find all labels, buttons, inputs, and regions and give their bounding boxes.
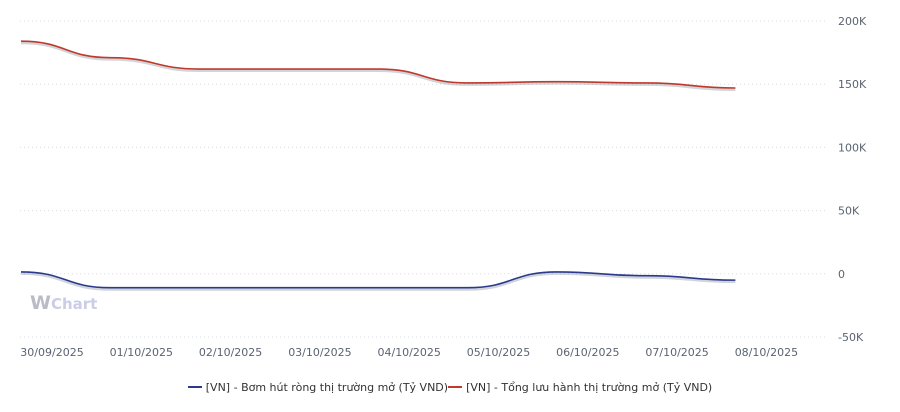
legend-swatch-bom-hut-rong <box>187 386 202 388</box>
series-lines <box>20 40 736 291</box>
y-tick-label: -50K <box>838 331 864 344</box>
x-tick-label: 30/09/2025 <box>20 346 83 359</box>
y-axis-ticks: 200K 150K 100K 50K 0 -50K <box>838 15 867 344</box>
watermark-text: Chart <box>50 295 98 313</box>
x-axis-ticks: 30/09/2025 01/10/2025 02/10/2025 03/10/2025… <box>20 346 798 359</box>
series-line-shadow <box>20 271 736 291</box>
y-tick-label: 0 <box>838 268 845 281</box>
x-tick-label: 05/10/2025 <box>467 346 530 359</box>
x-tick-label: 01/10/2025 <box>110 346 173 359</box>
x-tick-label: 08/10/2025 <box>735 346 798 359</box>
y-tick-label: 150K <box>838 78 867 91</box>
wichart-watermark: WChart <box>30 292 97 314</box>
legend-label-bom-hut-rong: [VN] - Bơm hút ròng thị trường mở (Tỷ VN… <box>205 380 449 394</box>
series-line-shadow <box>20 41 736 91</box>
legend-item-tong-luu-hanh[interactable]: [VN] - Tổng lưu hành thị trường mở (Tỷ V… <box>448 381 712 394</box>
y-tick-label: 200K <box>838 15 867 28</box>
legend-label-tong-luu-hanh: [VN] - Tổng lưu hành thị trường mở (Tỷ V… <box>466 380 713 394</box>
legend: [VN] - Bơm hút ròng thị trường mở (Tỷ VN… <box>0 377 900 397</box>
x-tick-label: 06/10/2025 <box>556 346 619 359</box>
series-line-tong-luu-hanh[interactable] <box>20 40 736 89</box>
x-tick-label: 03/10/2025 <box>288 346 351 359</box>
watermark-w: W <box>30 292 51 314</box>
y-tick-label: 50K <box>838 205 860 218</box>
legend-item-bom-hut-rong[interactable]: [VN] - Bơm hút ròng thị trường mở (Tỷ VN… <box>187 380 449 394</box>
x-tick-label: 04/10/2025 <box>377 346 440 359</box>
x-tick-label: 07/10/2025 <box>645 346 708 359</box>
x-tick-label: 02/10/2025 <box>199 346 262 359</box>
legend-swatch-tong-luu-hanh <box>448 386 463 388</box>
y-tick-label: 100K <box>838 141 867 154</box>
